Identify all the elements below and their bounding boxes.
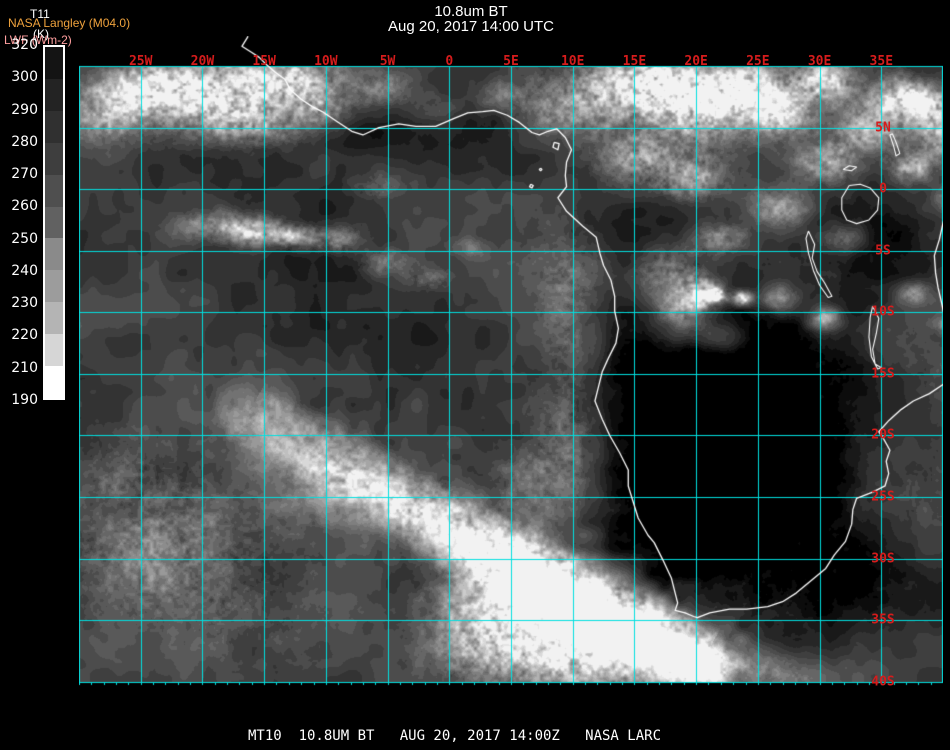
colorbar-segment [45,238,63,271]
lat-label-0: 0 [879,181,887,197]
colorbar-segment [45,110,63,143]
lat-label-10s: 10S [871,304,895,320]
colorbar [43,45,65,400]
overlay-label-kelvin-units: (K) [33,27,49,41]
lat-label-15s: 15S [871,366,895,382]
page-subtitle: Aug 20, 2017 14:00 UTC [388,18,554,35]
colorbar-segment [45,206,63,239]
lon-label-15e: 15E [622,54,647,69]
lat-label-25s: 25S [871,489,895,505]
colorbar-tick-label: 230 [11,295,38,312]
colorbar-tick-label: 300 [11,69,38,86]
colorbar-segment [45,366,63,398]
lon-label-10w: 10W [314,54,338,69]
colorbar-segment [45,78,63,111]
satellite-map-canvas [79,36,943,687]
lat-label-30s: 30S [871,551,895,567]
map-frame [79,36,943,687]
lat-label-40s: 40S [871,674,895,690]
lon-label-0: 0 [445,54,454,69]
lon-label-15w: 15W [252,54,276,69]
colorbar-tick-label: 210 [11,359,38,376]
lon-label-10e: 10E [560,54,585,69]
colorbar-tick-label: 320 [11,37,38,53]
lon-label-30e: 30E [807,54,832,69]
colorbar-tick-label: 250 [11,230,38,247]
colorbar-tick-label: 280 [11,133,38,150]
footer-caption: MT10 10.8UM BT AUG 20, 2017 14:00Z NASA … [248,728,662,744]
colorbar-segment [45,270,63,303]
colorbar-tick-label: 290 [11,101,38,118]
colorbar-segment [45,174,63,207]
overlay-label-nasa-langley: NASA Langley (M04.0) [8,16,131,30]
lat-label-5n: 5N [875,120,891,136]
colorbar-tick-label: 220 [11,327,38,344]
page-title: 10.8um BT [434,3,508,20]
lon-label-20w: 20W [190,54,215,69]
colorbar-segment [45,47,63,79]
colorbar-segment [45,334,63,367]
lon-label-25e: 25E [746,54,770,69]
overlay-label-lwf-units: LWF (Wm-2) [4,33,72,47]
colorbar-segment [45,142,63,175]
lat-label-35s: 35S [871,612,895,628]
lat-label-5s: 5S [875,243,891,259]
lat-label-20s: 20S [871,427,895,443]
lon-label-5w: 5W [379,54,396,69]
colorbar-segment [45,302,63,335]
overlay-label-t11: T11 [30,7,50,21]
lon-label-5e: 5E [503,54,519,69]
lon-label-35e: 35E [869,54,894,69]
colorbar-tick-label: 270 [11,166,38,183]
colorbar-tick-label: 190 [11,392,38,408]
lon-label-25w: 25W [128,54,153,69]
lon-label-20e: 20E [684,54,708,69]
colorbar-tick-label: 260 [11,198,38,215]
colorbar-tick-label: 240 [11,262,38,279]
